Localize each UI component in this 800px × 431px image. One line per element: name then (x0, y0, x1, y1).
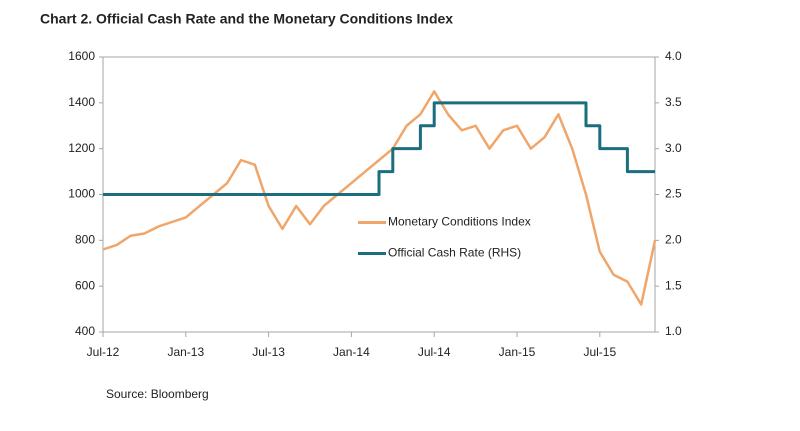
y2-tick-label: 3.0 (665, 141, 682, 155)
y2-tick-label: 2.0 (665, 233, 682, 247)
source-note: Source: Bloomberg (106, 387, 209, 401)
x-tick-label: Jul-14 (418, 345, 451, 359)
y-tick-label: 1200 (68, 141, 95, 155)
data-line (103, 101, 655, 196)
x-tick-label: Jul-13 (252, 345, 285, 359)
y-tick-label: 1600 (68, 49, 95, 63)
y-tick-label: 1400 (68, 95, 95, 109)
y2-tick-label: 4.0 (665, 49, 682, 63)
y2-tick-label: 3.5 (665, 95, 682, 109)
y2-tick-label: 2.5 (665, 187, 682, 201)
x-tick-label: Jul-15 (583, 345, 616, 359)
data-line (102, 90, 657, 306)
y-tick-label: 600 (75, 278, 95, 292)
legend-label: Official Cash Rate (RHS) (388, 246, 521, 260)
x-tick-label: Jan-14 (333, 345, 370, 359)
y2-tick-label: 1.5 (665, 278, 682, 292)
chart-title: Chart 2. Official Cash Rate and the Mone… (40, 11, 453, 27)
y-tick-label: 400 (75, 324, 95, 338)
y-tick-label: 800 (75, 233, 95, 247)
x-tick-label: Jul-12 (87, 345, 120, 359)
legend-label: Monetary Conditions Index (388, 215, 531, 229)
x-tick-label: Jan-13 (167, 345, 204, 359)
y2-tick-label: 1.0 (665, 324, 682, 338)
x-tick-label: Jan-15 (499, 345, 536, 359)
y-tick-label: 1000 (68, 187, 95, 201)
